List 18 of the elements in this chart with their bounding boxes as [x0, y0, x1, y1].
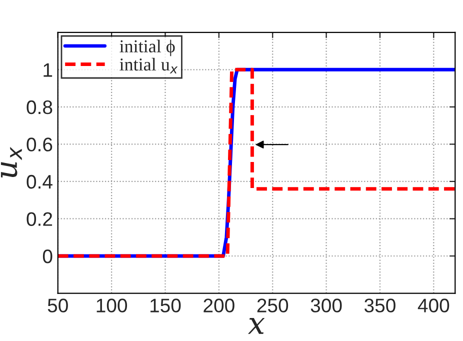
y-tick-label: 0.6	[26, 138, 52, 152]
y-tick-label: 0	[42, 249, 52, 264]
x-tick-label: 400	[418, 298, 450, 312]
legend-label: intial u$_{x}$	[120, 58, 178, 74]
x-tick-label: 150	[150, 298, 181, 312]
x-tick-label: 100	[96, 298, 128, 312]
y-tick-label: 0.8	[26, 100, 52, 114]
x-tick-label: 200	[204, 298, 234, 312]
x-tick-label: 250	[257, 298, 288, 312]
x-tick-label: 350	[364, 298, 396, 312]
y-axis-title: u$_{x}$	[0, 146, 22, 178]
y-tick-label: 1	[44, 63, 52, 77]
x-axis-title: x	[248, 318, 265, 334]
legend-label: initial ϕ	[120, 40, 175, 56]
x-tick-label: 300	[310, 298, 342, 312]
x-tick-label: 50	[48, 298, 68, 312]
y-tick-label: 0.2	[26, 212, 52, 226]
y-tick-label: 0.4	[26, 174, 52, 189]
